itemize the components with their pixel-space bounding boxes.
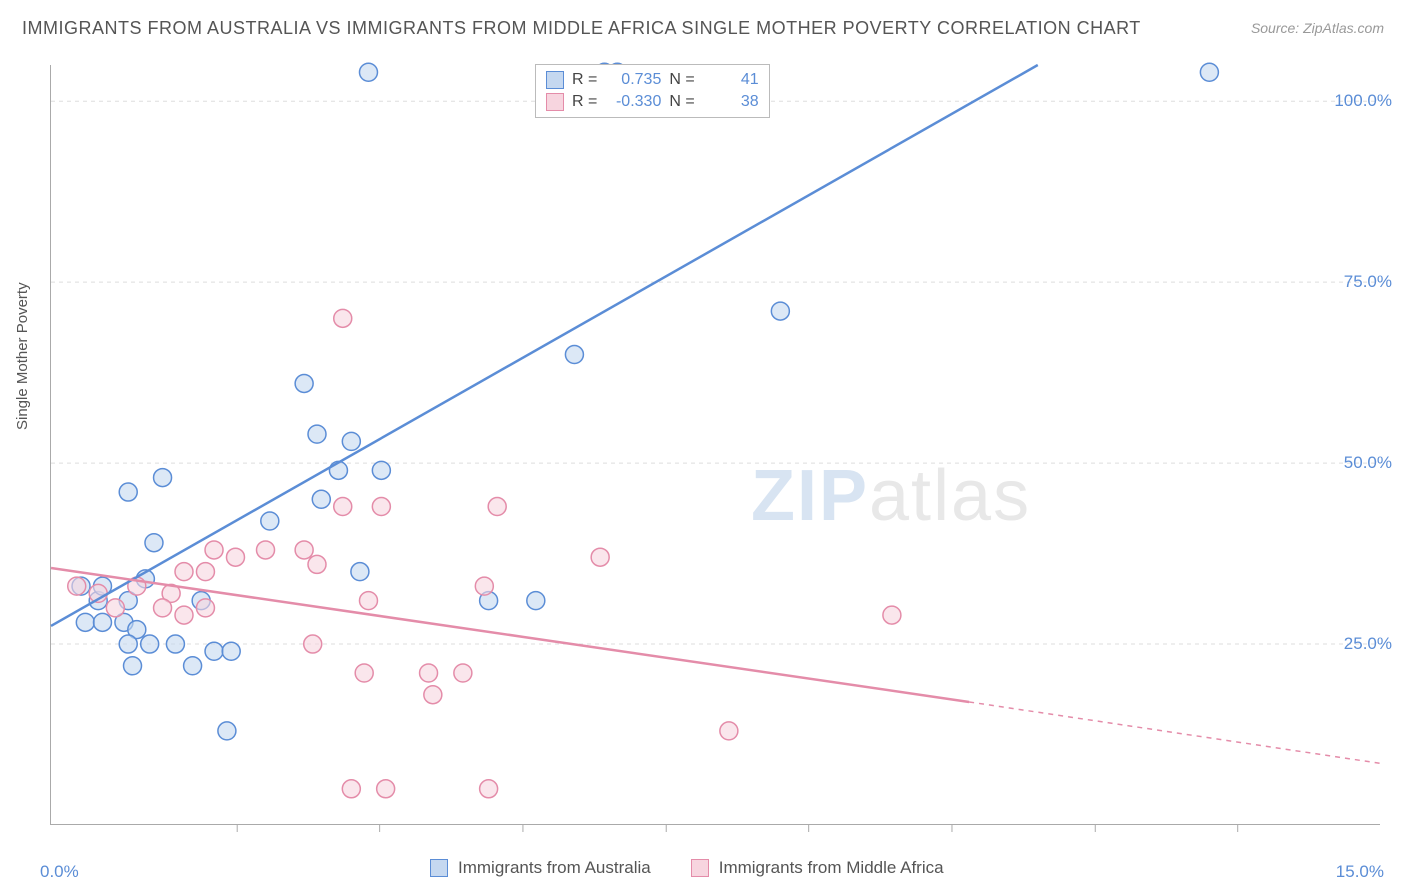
legend-label: Immigrants from Australia [458,858,651,878]
r-value: 0.735 [605,69,661,91]
source-label: Source: ZipAtlas.com [1251,20,1384,36]
legend-swatch-middle-africa [691,859,709,877]
correlation-chart: IMMIGRANTS FROM AUSTRALIA VS IMMIGRANTS … [0,0,1406,892]
legend-swatch-australia [546,71,564,89]
legend-swatch-middle-africa [546,93,564,111]
plot-area: ZIPatlas [50,65,1380,825]
n-label: N = [669,69,694,91]
x-tick-label: 0.0% [40,862,79,882]
r-label: R = [572,69,597,91]
y-tick-label: 100.0% [1334,91,1392,111]
n-value: 41 [703,69,759,91]
r-value: -0.330 [605,91,661,113]
legend-swatch-australia [430,859,448,877]
legend-row: R = -0.330 N = 38 [546,91,759,113]
r-label: R = [572,91,597,113]
n-label: N = [669,91,694,113]
y-tick-label: 25.0% [1344,634,1392,654]
y-tick-label: 75.0% [1344,272,1392,292]
x-tick-label: 15.0% [1336,862,1384,882]
y-axis-label: Single Mother Poverty [14,282,31,430]
correlation-legend: R = 0.735 N = 41 R = -0.330 N = 38 [535,64,770,118]
legend-item: Immigrants from Middle Africa [691,858,944,878]
series-legend: Immigrants from Australia Immigrants fro… [430,858,944,878]
n-value: 38 [703,91,759,113]
legend-row: R = 0.735 N = 41 [546,69,759,91]
legend-item: Immigrants from Australia [430,858,651,878]
legend-label: Immigrants from Middle Africa [719,858,944,878]
y-tick-label: 50.0% [1344,453,1392,473]
plot-svg [51,65,1380,824]
chart-title: IMMIGRANTS FROM AUSTRALIA VS IMMIGRANTS … [22,18,1141,39]
